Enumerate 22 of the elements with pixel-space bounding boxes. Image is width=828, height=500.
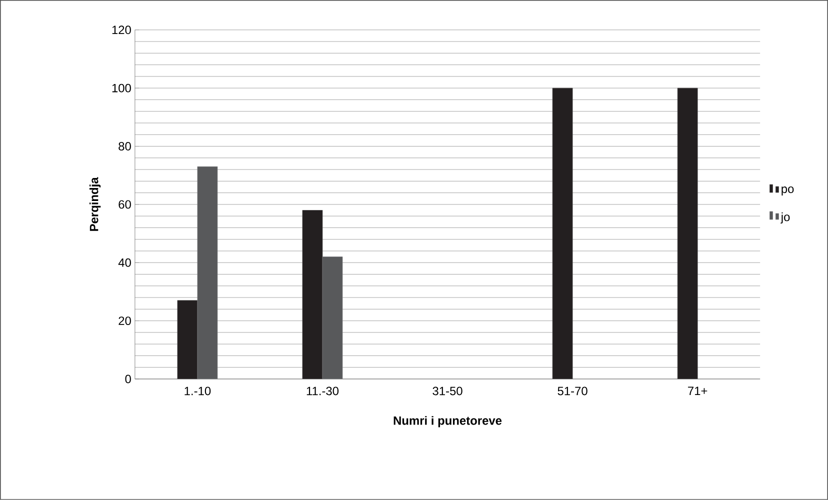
y-tick-label: 40 — [118, 258, 131, 267]
bar — [677, 88, 698, 380]
legend-label: po — [782, 186, 794, 196]
y-tick-label: 20 — [118, 316, 131, 326]
y-tick-label: 80 — [118, 142, 131, 151]
bar — [552, 88, 573, 380]
x-tick-label: 31-50 — [432, 386, 462, 396]
bar — [302, 210, 323, 380]
bar — [197, 166, 218, 380]
legend-label: jo — [780, 212, 790, 224]
x-tick-label: 11.-30 — [306, 386, 339, 396]
x-tick-label: 51-70 — [558, 386, 588, 396]
bar — [177, 300, 198, 380]
x-tick-label: 71+ — [688, 386, 708, 396]
y-tick-label: 60 — [118, 200, 131, 209]
y-tick-label: 0 — [125, 374, 131, 384]
bar — [322, 256, 343, 380]
x-tick-label: 1.-10 — [184, 386, 211, 396]
x-axis-title: Numri i punetoreve — [394, 416, 502, 428]
y-axis-title: Perqindja — [89, 177, 101, 231]
y-tick-label: 120 — [112, 26, 131, 34]
y-tick-label: 100 — [112, 84, 131, 92]
